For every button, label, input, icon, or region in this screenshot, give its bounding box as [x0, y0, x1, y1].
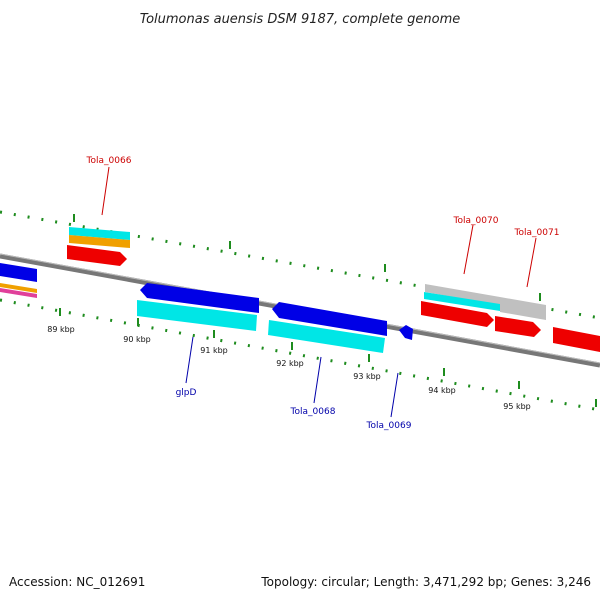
major-ticks-inner	[59, 308, 597, 407]
feature-red-arrow	[421, 301, 494, 327]
map-title: Tolumonas auensis DSM 9187, complete gen…	[140, 12, 461, 27]
feature-red-arrow	[495, 316, 541, 337]
feature-red-arrow	[67, 245, 127, 266]
gene-label-tola0070: Tola_0070	[453, 216, 499, 275]
feature-grey	[425, 284, 500, 305]
feature-blue-arrow-small	[399, 325, 413, 340]
tick-label: 93 kbp	[353, 372, 381, 381]
feature-left-cluster	[0, 263, 37, 298]
label-leader	[101, 166, 110, 216]
feature-right-cluster	[421, 284, 600, 352]
feature-orange	[69, 235, 130, 248]
feature-cyan	[137, 300, 257, 331]
major-ticks-outer	[73, 214, 541, 301]
feature-cyan	[268, 320, 385, 353]
label-leader	[390, 372, 399, 418]
gene-label: Tola_0070	[453, 216, 499, 226]
feature-cyan	[69, 227, 130, 240]
tick-label: 90 kbp	[123, 335, 151, 344]
gene-label: Tola_0066	[86, 156, 132, 166]
label-leader	[463, 224, 474, 275]
gene-label-tola0066: Tola_0066	[86, 156, 132, 216]
gene-label-tola0068: Tola_0068	[290, 356, 336, 417]
feature-tola0066-cluster	[67, 227, 130, 266]
feature-grey	[500, 297, 546, 320]
gene-label: Tola_0071	[514, 228, 560, 238]
feature-middle-cluster	[137, 283, 413, 353]
feature-blue-arrow	[272, 302, 387, 336]
feature-cyan	[424, 292, 500, 311]
gene-label: glpD	[176, 388, 197, 398]
feature-blue-arrow	[140, 283, 259, 313]
gene-label: Tola_0069	[366, 421, 412, 431]
tick-label: 92 kbp	[276, 359, 304, 368]
gene-label-tola0069: Tola_0069	[366, 372, 412, 431]
label-leader	[185, 336, 194, 384]
feature-blue	[0, 263, 37, 282]
label-leader	[526, 237, 537, 288]
accession-text: Accession: NC_012691	[9, 575, 145, 589]
tick-label: 94 kbp	[428, 386, 456, 395]
tick-label: 91 kbp	[200, 346, 228, 355]
gene-label-tola0071: Tola_0071	[514, 228, 560, 288]
tick-label: 89 kbp	[47, 325, 75, 334]
tick-label: 95 kbp	[503, 402, 531, 411]
feature-magenta	[0, 288, 37, 298]
label-leader	[313, 356, 322, 404]
gene-label: Tola_0068	[290, 407, 336, 417]
topology-text: Topology: circular; Length: 3,471,292 bp…	[260, 575, 591, 589]
feature-red	[553, 327, 600, 352]
tick-labels: 89 kbp 90 kbp 91 kbp 92 kbp 93 kbp 94 kb…	[47, 325, 531, 411]
feature-orange	[0, 283, 37, 293]
gene-label-glpd: glpD	[176, 336, 197, 398]
